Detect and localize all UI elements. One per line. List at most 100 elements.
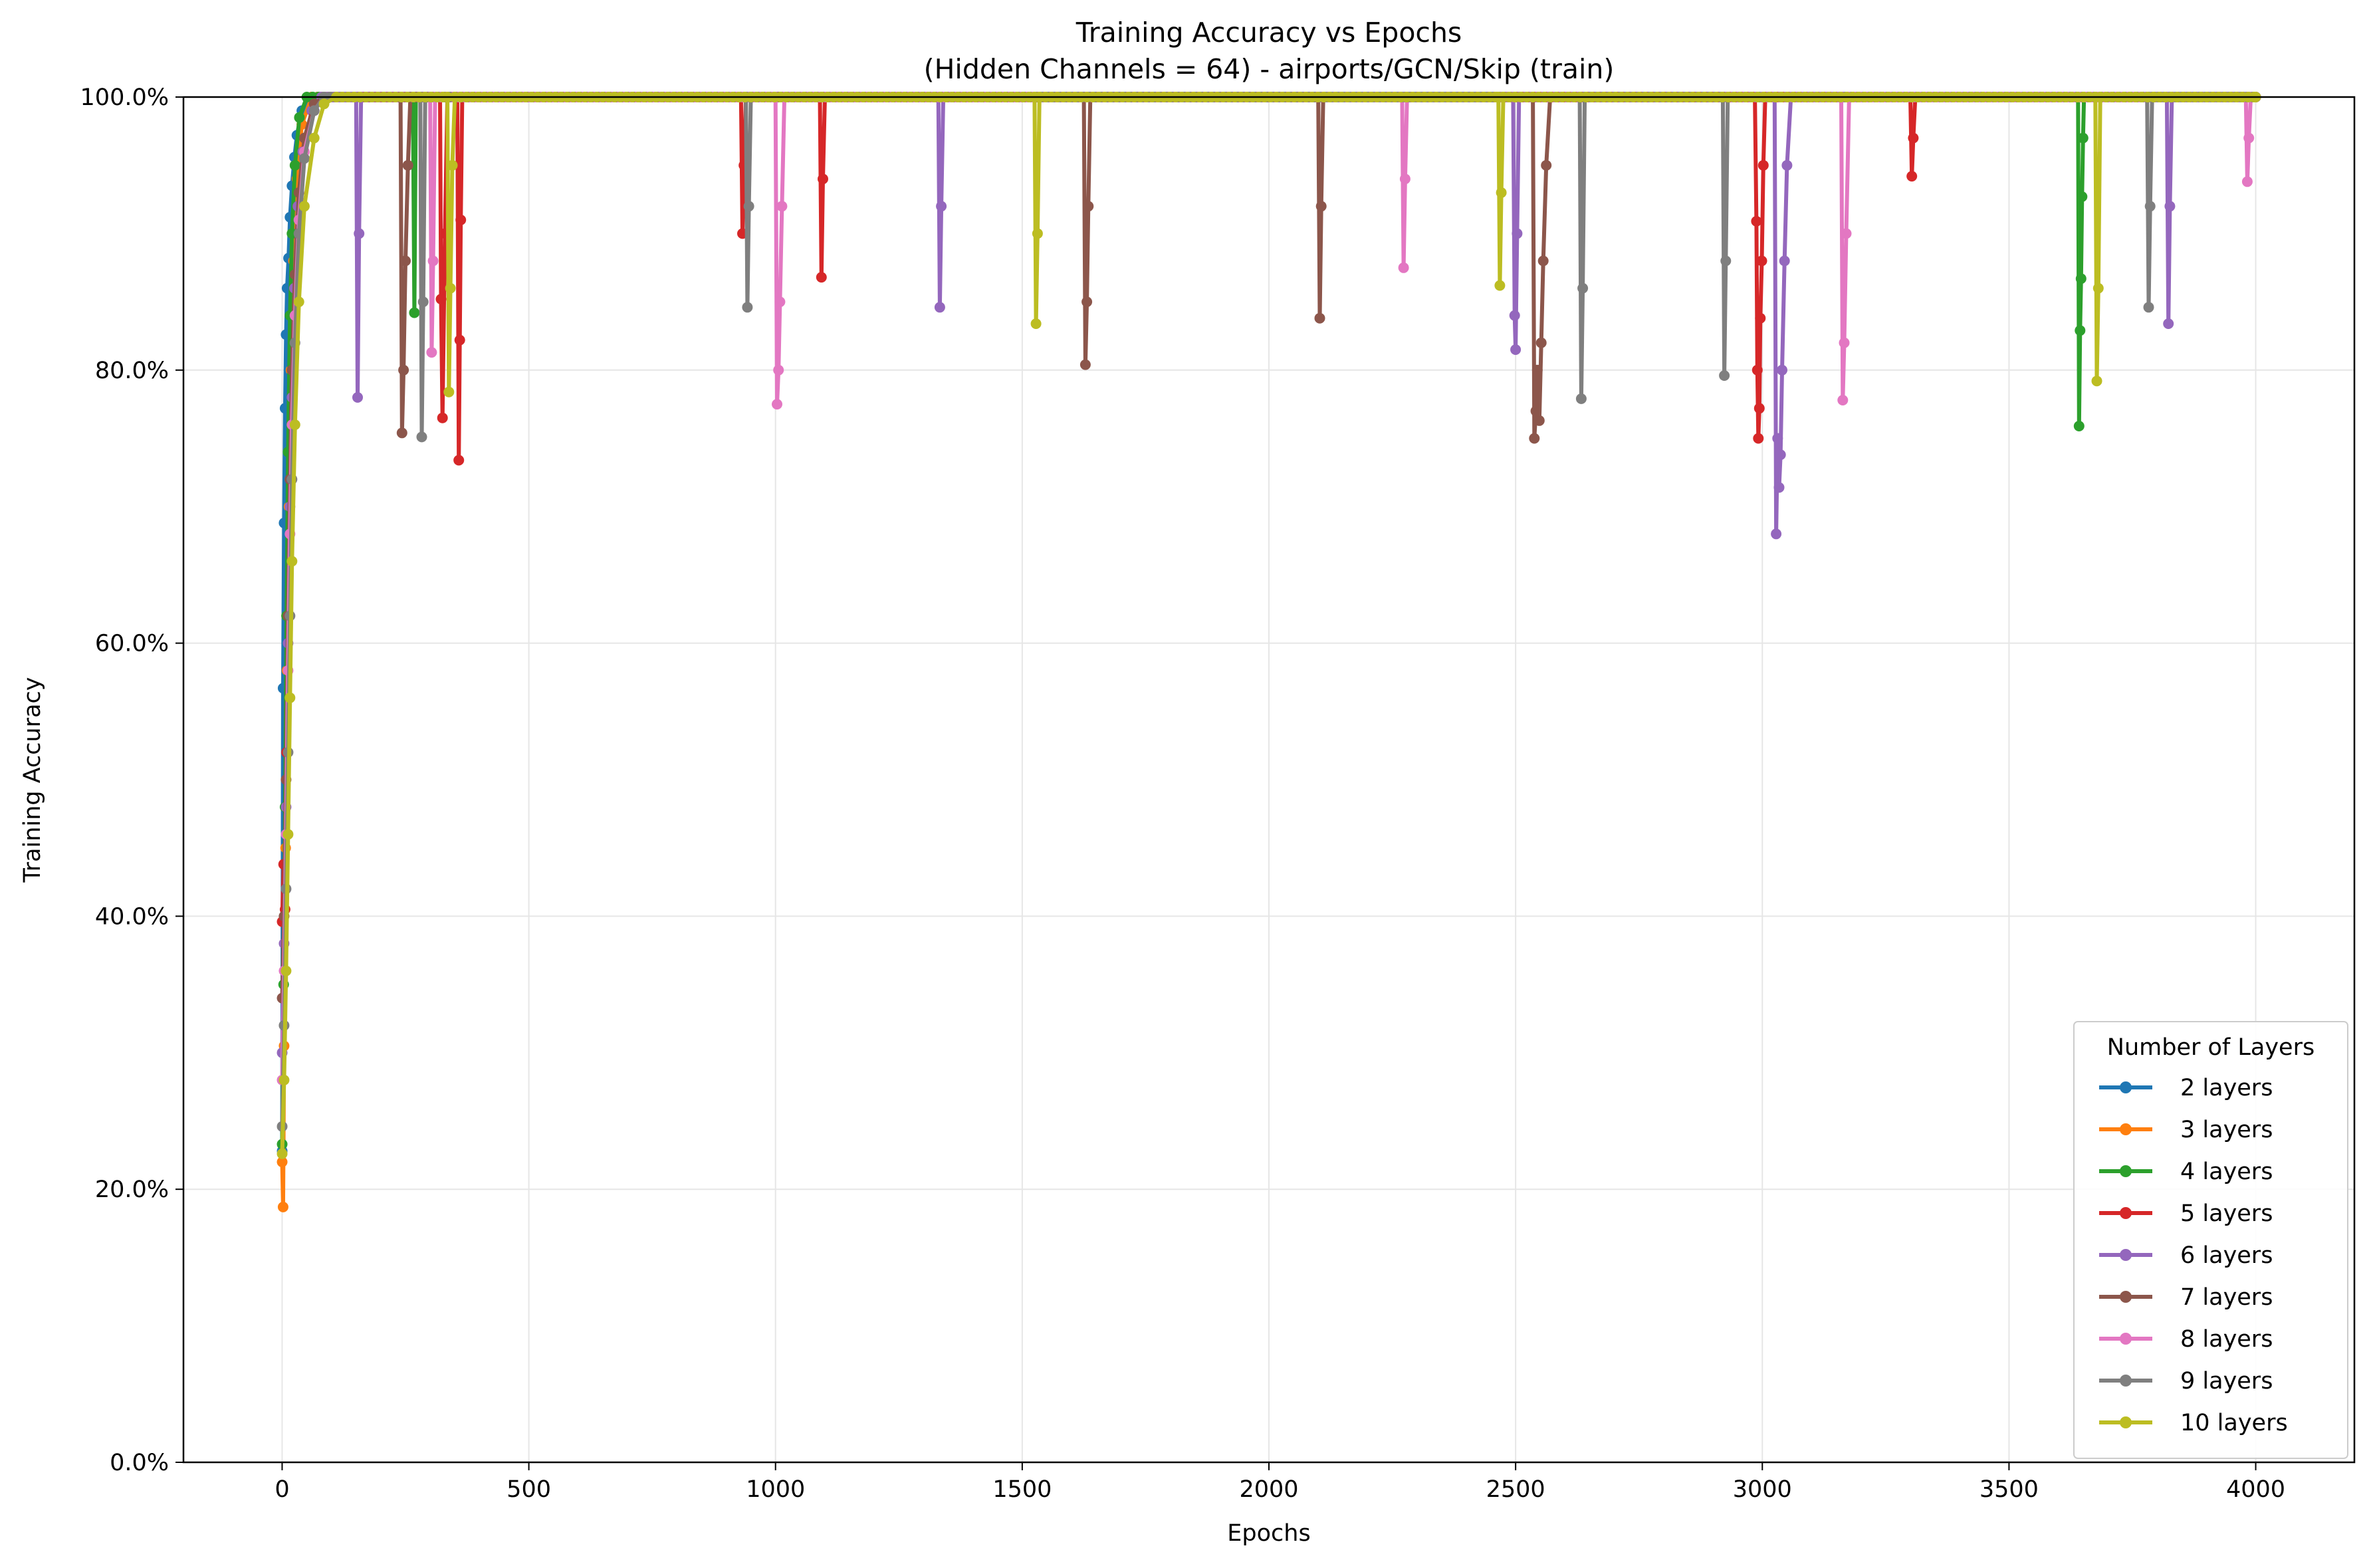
data-point (1531, 364, 1543, 376)
data-point (1512, 228, 1523, 239)
y-tick-label: 80.0% (95, 358, 169, 384)
legend-entry: 4 layers (2099, 1159, 2273, 1185)
data-point (400, 255, 411, 267)
legend-swatch-marker (2120, 1249, 2132, 1261)
x-tick-label: 2000 (1239, 1476, 1298, 1503)
data-point (1529, 433, 1540, 444)
data-point (1081, 296, 1093, 308)
data-point (1720, 255, 1732, 267)
legend-swatch-marker (2120, 1081, 2132, 1093)
data-point (776, 201, 788, 212)
data-point (774, 296, 786, 308)
data-point (277, 1148, 288, 1159)
data-point (289, 419, 300, 430)
x-axis-label: Epochs (1227, 1520, 1310, 1547)
data-point (308, 105, 320, 116)
data-point (936, 201, 947, 212)
data-point (453, 455, 465, 466)
data-point (2075, 325, 2086, 336)
data-point (1751, 215, 1762, 227)
data-point (934, 302, 945, 313)
x-tick-label: 1500 (992, 1476, 1052, 1503)
data-point (1841, 228, 1852, 239)
y-tick-label: 0.0% (110, 1450, 169, 1476)
data-point (1533, 415, 1545, 426)
data-point (1777, 364, 1787, 376)
data-point (1775, 449, 1786, 461)
y-tick-label: 100.0% (80, 84, 169, 111)
data-point (279, 1074, 290, 1085)
data-point (1315, 201, 1327, 212)
chart-subtitle: (Hidden Channels = 64) - airports/GCN/Sk… (924, 53, 1615, 85)
data-point (437, 412, 448, 423)
legend-swatch-marker (2120, 1165, 2132, 1177)
legend-label: 9 layers (2180, 1368, 2273, 1395)
legend-label: 4 layers (2180, 1159, 2273, 1185)
data-point (772, 399, 782, 410)
legend-label: 5 layers (2180, 1200, 2273, 1227)
data-point (447, 160, 458, 171)
data-point (1719, 370, 1730, 381)
data-point (454, 334, 465, 346)
data-point (286, 556, 298, 567)
data-point (1906, 171, 1918, 182)
data-point (818, 173, 828, 185)
legend-label: 6 layers (2180, 1242, 2273, 1269)
data-point (402, 160, 413, 171)
axis-ticks: 0 500 1000 1500 2000 2500 3000 3500 4000 0.0% 20.0… (80, 84, 2286, 1503)
data-point (445, 282, 456, 294)
data-point (1752, 364, 1763, 376)
data-point (1314, 312, 1325, 324)
x-tick-label: 1000 (746, 1476, 805, 1503)
data-point (1399, 173, 1411, 185)
data-point (2243, 132, 2255, 144)
data-point (1755, 312, 1766, 324)
data-point (1541, 160, 1552, 171)
data-point (1753, 433, 1764, 444)
data-point (396, 427, 407, 439)
data-point (1079, 359, 1091, 370)
data-point (2143, 302, 2154, 313)
data-point (455, 214, 467, 225)
x-tick-label: 0 (275, 1476, 289, 1503)
data-point (1030, 318, 1042, 329)
data-point (742, 302, 753, 313)
data-point (1781, 160, 1793, 171)
data-point (2077, 191, 2088, 202)
data-point (1496, 187, 1507, 198)
data-point (1032, 228, 1043, 239)
data-point (2073, 421, 2085, 431)
data-point (1773, 482, 1785, 493)
data-point (352, 392, 363, 403)
x-tick-label: 500 (507, 1476, 551, 1503)
data-point (1756, 255, 1767, 267)
legend-swatch-marker (2120, 1291, 2132, 1303)
data-point (2075, 273, 2087, 284)
data-point (2077, 132, 2089, 144)
legend-swatch-marker (2120, 1416, 2132, 1428)
data-point (354, 228, 365, 239)
data-point (1083, 201, 1094, 212)
legend: Number of Layers 2 layers 3 layers 4 layer… (2073, 1021, 2348, 1459)
data-point (1839, 337, 1850, 348)
legend-label: 7 layers (2180, 1284, 2273, 1311)
legend-label: 2 layers (2180, 1075, 2273, 1101)
data-point (1772, 433, 1783, 444)
data-point (1757, 160, 1769, 171)
legend-swatch-marker (2120, 1123, 2132, 1135)
data-point (1398, 262, 1409, 273)
data-point (1494, 280, 1506, 291)
legend-entry: 5 layers (2099, 1200, 2273, 1227)
data-point (426, 347, 437, 358)
data-point (398, 364, 409, 376)
legend-swatch-marker (2120, 1207, 2132, 1219)
data-point (416, 431, 427, 443)
data-point (294, 112, 305, 123)
data-point (2241, 176, 2253, 187)
x-tick-label: 3000 (1733, 1476, 1792, 1503)
data-point (443, 386, 455, 397)
y-tick-label: 40.0% (95, 903, 169, 930)
data-point (773, 364, 784, 376)
data-point (2163, 318, 2174, 329)
